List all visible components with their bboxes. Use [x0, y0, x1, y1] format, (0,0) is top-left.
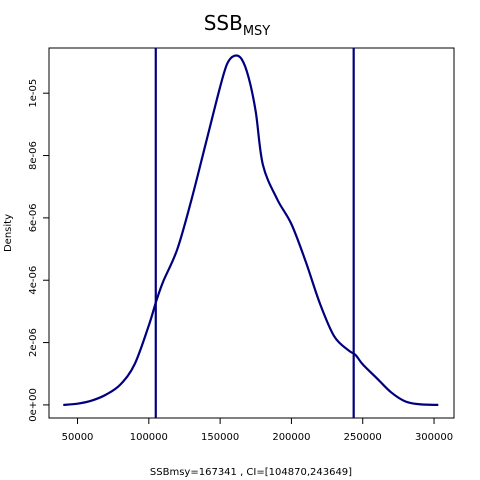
y-axis: 0e+00 2e-06 4e-06 6e-06 8e-06 1e-05: [28, 79, 49, 422]
y-tick-label: 2e-06: [28, 328, 39, 357]
y-tick-label: 1e-05: [28, 79, 39, 108]
x-tick-label: 200000: [272, 432, 310, 443]
plot-frame: [48, 47, 455, 419]
y-tick-label: 0e+00: [28, 388, 39, 422]
chart-title: SSBMSY: [204, 11, 271, 39]
x-axis-label: SSBmsy=167341 , CI=[104870,243649]: [150, 467, 352, 478]
y-tick-label: 6e-06: [28, 203, 39, 232]
y-tick-label: 4e-06: [28, 266, 39, 295]
y-tick-label: 8e-06: [28, 141, 39, 170]
confidence-interval-lines: [154, 48, 355, 418]
x-tick-label: 300000: [415, 432, 453, 443]
y-axis-label: Density: [3, 214, 14, 252]
x-tick-label: 100000: [130, 432, 168, 443]
density-curve: [63, 54, 439, 407]
x-axis: 50000 100000 150000 200000 250000 300000: [62, 418, 453, 443]
x-tick-label: 50000: [62, 432, 94, 443]
x-tick-label: 150000: [201, 432, 239, 443]
x-tick-label: 250000: [344, 432, 382, 443]
